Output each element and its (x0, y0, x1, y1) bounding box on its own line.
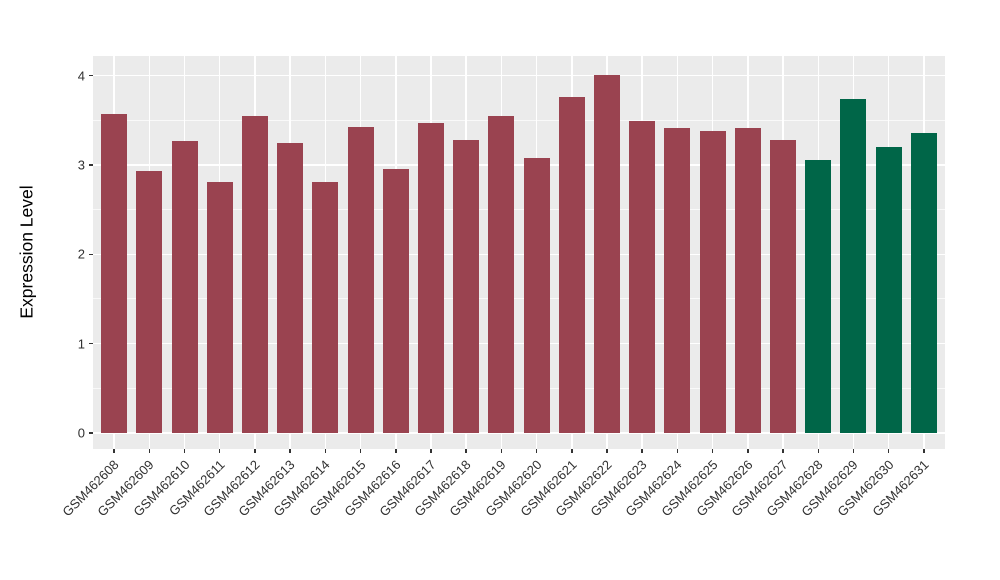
minor-gridline (93, 298, 945, 300)
plot-panel (93, 56, 945, 449)
bar-GSM462616 (382, 169, 409, 433)
bar-GSM462615 (347, 126, 374, 433)
x-tick-mark (782, 449, 784, 453)
x-tick-mark (535, 449, 538, 453)
x-tick-mark (747, 449, 749, 453)
major-gridline (93, 253, 945, 256)
x-tick-mark (359, 449, 362, 453)
bar-GSM462609 (136, 171, 163, 433)
bar-GSM462630 (875, 147, 902, 433)
x-tick-mark (852, 449, 855, 453)
y-tick-label: 1 (77, 336, 85, 352)
bar-GSM462631 (910, 132, 937, 433)
bar-GSM462627 (770, 139, 797, 433)
y-tick-mark (89, 164, 93, 166)
x-tick-mark (571, 449, 573, 453)
bar-GSM462629 (840, 98, 867, 433)
bar-GSM462625 (699, 131, 726, 433)
bar-GSM462608 (101, 114, 128, 433)
x-tick-mark (254, 449, 256, 453)
x-tick-mark (289, 449, 291, 453)
x-tick-mark (606, 449, 608, 453)
x-tick-mark (676, 449, 679, 453)
bar-GSM462619 (488, 115, 515, 433)
bar-GSM462620 (523, 157, 550, 433)
y-tick-mark (89, 74, 93, 77)
x-tick-mark (324, 449, 327, 453)
bar-GSM462611 (206, 181, 233, 433)
minor-gridline (93, 119, 945, 121)
y-tick-label: 0 (77, 425, 85, 441)
bar-GSM462628 (805, 159, 832, 433)
minor-gridline (93, 387, 945, 389)
x-tick-mark (817, 449, 819, 453)
bar-GSM462621 (558, 97, 585, 433)
bar-GSM462610 (171, 140, 198, 433)
bar-GSM462614 (312, 181, 339, 433)
x-tick-mark (183, 449, 186, 453)
bar-GSM462622 (594, 74, 621, 433)
major-gridline (93, 342, 945, 345)
y-axis-title-text: Expression Level (16, 185, 37, 319)
x-tick-mark (711, 449, 714, 453)
y-tick-label: 2 (77, 246, 85, 262)
x-tick-mark (887, 449, 890, 453)
bar-GSM462626 (734, 128, 761, 433)
major-gridline (93, 164, 945, 166)
x-tick-mark (500, 449, 503, 453)
x-tick-mark (641, 449, 643, 453)
x-tick-mark (430, 449, 432, 453)
bar-GSM462618 (453, 139, 480, 433)
major-gridline (93, 74, 945, 77)
major-gridline (93, 432, 945, 434)
y-tick-mark (89, 432, 93, 434)
x-tick-mark (148, 449, 151, 453)
x-tick-mark (923, 449, 925, 453)
x-tick-mark (465, 449, 467, 453)
y-tick-mark (89, 253, 93, 256)
bar-GSM462617 (417, 122, 444, 433)
bar-GSM462623 (629, 121, 656, 433)
x-tick-mark (113, 449, 115, 453)
y-tick-label: 3 (77, 157, 85, 173)
bar-GSM462613 (277, 142, 304, 433)
x-tick-mark (395, 449, 397, 453)
bar-GSM462624 (664, 128, 691, 433)
y-tick-mark (89, 342, 93, 345)
x-tick-mark (218, 449, 221, 453)
minor-gridline (93, 209, 945, 211)
y-tick-label: 4 (77, 68, 85, 84)
bar-GSM462612 (241, 115, 268, 433)
